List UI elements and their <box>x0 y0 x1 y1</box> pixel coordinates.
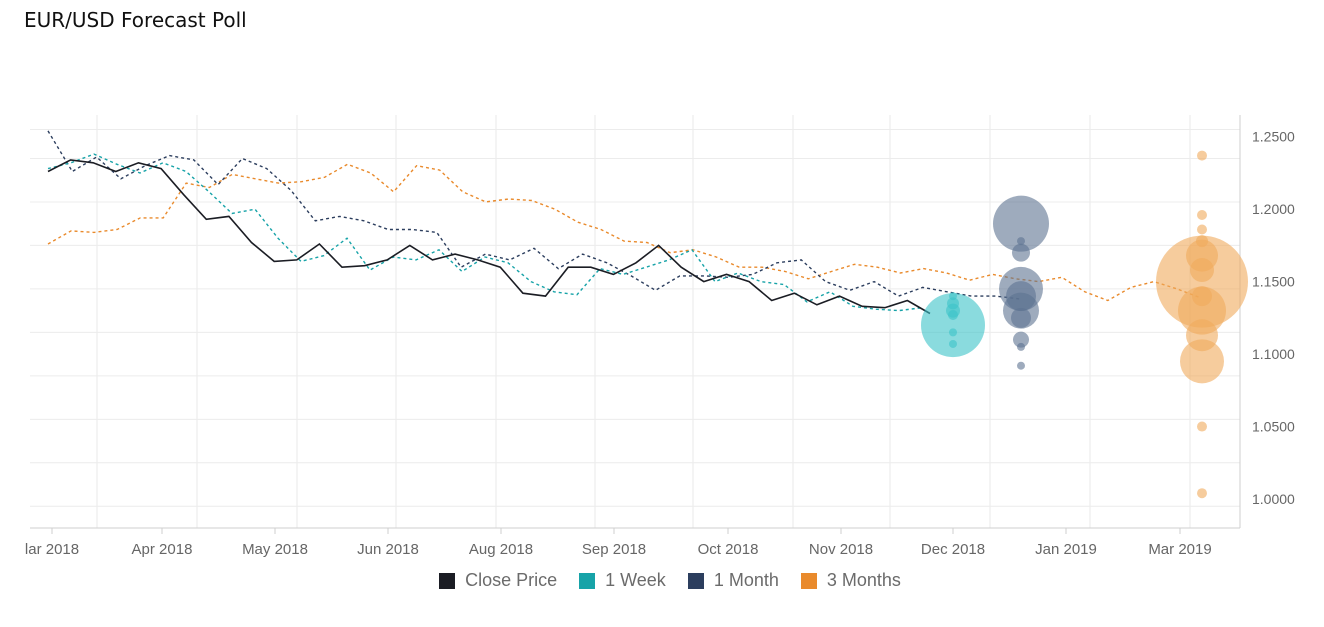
y-tick-label: 1.0500 <box>1252 419 1295 435</box>
x-tick-label: Jun 2018 <box>357 541 419 558</box>
forecast-bubble-1-week <box>949 339 957 348</box>
forecast-bubble-3-months <box>1192 286 1212 307</box>
legend-item-3-months[interactable]: 3 Months <box>800 570 901 591</box>
x-tick-label: Jan 2019 <box>1035 541 1097 558</box>
x-tick-label: Dec 2018 <box>921 541 985 558</box>
forecast-bubble-1-week <box>921 293 985 358</box>
x-tick-label: Oct 2018 <box>698 541 759 558</box>
series-line-close-price <box>47 159 931 315</box>
forecast-bubble-3-months <box>1186 319 1218 352</box>
x-tick-label: Nov 2018 <box>809 541 873 558</box>
legend-item-1-week[interactable]: 1 Week <box>579 570 666 591</box>
legend-label: 1 Week <box>605 570 666 590</box>
legend-label: 3 Months <box>826 570 901 590</box>
forecast-bubble-3-months <box>1190 258 1214 283</box>
forecast-bubble-3-months <box>1180 339 1224 384</box>
y-tick-label: 1.1500 <box>1252 274 1295 290</box>
1-month-swatch <box>687 572 704 589</box>
forecast-bubble-3-months <box>1197 150 1207 161</box>
3-months-swatch <box>800 572 817 589</box>
forecast-bubble-3-months <box>1196 235 1208 248</box>
legend-label: 1 Month <box>713 570 779 590</box>
forecast-bubble-1-month <box>1011 307 1031 328</box>
forecast-bubble-3-months <box>1197 421 1207 432</box>
forecast-bubble-1-month <box>1017 237 1025 246</box>
legend-label: Close Price <box>465 570 558 590</box>
forecast-bubble-1-week <box>949 328 957 337</box>
forecast-bubble-3-months <box>1197 224 1207 235</box>
series-line-1-month <box>47 130 1021 300</box>
series-line-1-week <box>47 153 923 312</box>
forecast-bubble-1-month <box>1012 243 1030 262</box>
x-tick-label: Apr 2018 <box>132 541 193 558</box>
forecast-bubble-3-months <box>1197 488 1207 499</box>
forecast-bubble-1-month <box>1006 281 1036 312</box>
x-tick-label: Aug 2018 <box>469 541 533 558</box>
forecast-bubble-1-week <box>948 309 958 320</box>
forecast-bubble-3-months <box>1178 286 1226 335</box>
series-line-3-months <box>47 163 1201 302</box>
forecast-bubble-3-months <box>1197 209 1207 220</box>
legend: Close Price 1 Week 1 Month 3 Months <box>0 570 1324 591</box>
legend-item-1-month[interactable]: 1 Month <box>687 570 779 591</box>
forecast-bubble-1-month <box>1017 342 1025 351</box>
x-tick-label: May 2018 <box>242 541 308 558</box>
y-tick-label: 1.2500 <box>1252 129 1295 145</box>
x-tick-label: Mar 2019 <box>1148 541 1211 558</box>
forecast-chart: 1.0000 1.0500 1.1000 1.1500 1.2000 1.2500 lar … <box>25 115 1295 558</box>
y-tick-label: 1.0000 <box>1252 491 1295 507</box>
legend-item-close-price[interactable]: Close Price <box>439 570 557 591</box>
y-tick-label: 1.1000 <box>1252 346 1295 362</box>
forecast-bubble-1-month <box>1013 331 1029 348</box>
1-week-swatch <box>579 572 596 589</box>
y-tick-label: 1.2000 <box>1252 201 1295 217</box>
x-tick-label: lar 2018 <box>25 541 79 558</box>
forecast-bubble-1-month <box>1017 361 1025 370</box>
forecast-bubble-1-month <box>993 195 1049 252</box>
x-tick-label: Sep 2018 <box>582 541 646 558</box>
chart-title: EUR/USD Forecast Poll <box>24 8 247 32</box>
close-price-swatch <box>439 572 456 589</box>
